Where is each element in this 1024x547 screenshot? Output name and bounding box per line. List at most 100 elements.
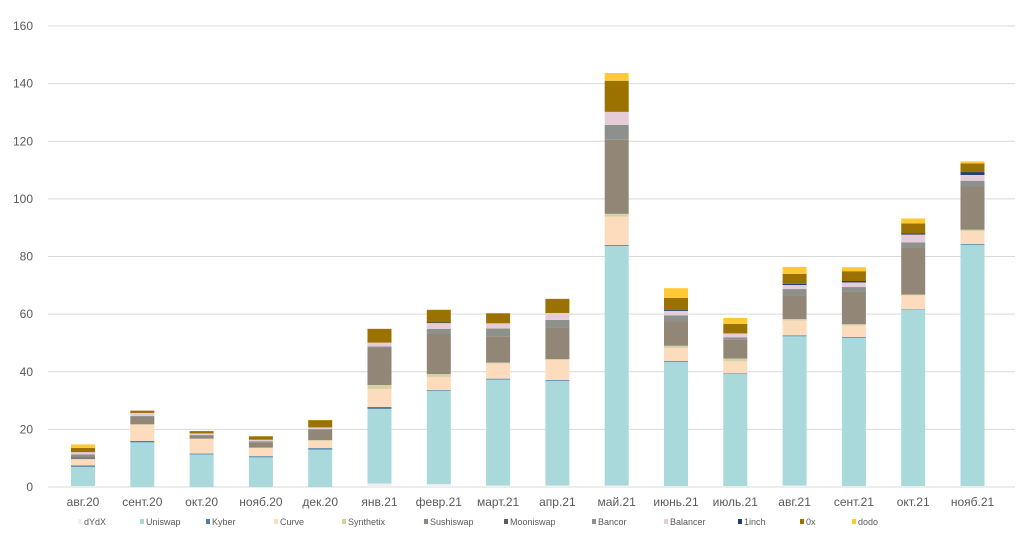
bar-segment-synthetix bbox=[901, 294, 926, 296]
x-tick-label: янв.21 bbox=[361, 495, 398, 509]
bar-segment-1inch bbox=[960, 172, 985, 175]
bar-segment-uniswap bbox=[71, 466, 95, 487]
x-tick-label: дек.20 bbox=[302, 495, 338, 509]
bar-segment-kyber bbox=[248, 456, 273, 458]
x-tick-label: июль.21 bbox=[713, 495, 759, 509]
bar-segment-synthetix bbox=[960, 229, 985, 232]
bar-segment-synthetix bbox=[130, 424, 155, 426]
bar-segment-uniswap bbox=[545, 380, 570, 486]
bar-segment-dodo bbox=[723, 317, 748, 324]
bar-segment-bancor bbox=[486, 328, 511, 337]
bar-segment-bancor bbox=[841, 287, 866, 292]
bar-segment-curve bbox=[545, 359, 570, 381]
bar-segment-0x bbox=[723, 323, 748, 334]
bar-segment-sushiswap bbox=[486, 336, 511, 363]
bar-segment-1inch bbox=[901, 233, 926, 235]
bar-segment-0x bbox=[664, 297, 688, 311]
bar-segment-uniswap bbox=[604, 245, 629, 486]
bar-segment-synthetix bbox=[604, 213, 629, 217]
bar-segment-bancor bbox=[782, 289, 807, 296]
bar-segment-0x bbox=[130, 410, 155, 413]
legend-label: dodo bbox=[858, 517, 878, 527]
bar-segment-uniswap bbox=[901, 309, 926, 487]
bar-segment-dydx bbox=[723, 486, 748, 487]
legend-swatch-dodo bbox=[852, 519, 856, 524]
bar-segment-dydx bbox=[901, 486, 926, 487]
bar-segment-kyber bbox=[841, 336, 866, 338]
bar-segment-0x bbox=[960, 163, 985, 173]
bar-segment-sushiswap bbox=[308, 429, 333, 441]
legend-swatch-synthetix bbox=[342, 519, 346, 524]
bar-segment-curve bbox=[960, 231, 985, 245]
bar-segment-uniswap bbox=[248, 457, 273, 487]
bar-segment-curve bbox=[130, 425, 155, 441]
legend-label: Synthetix bbox=[348, 517, 386, 527]
bar-segment-curve bbox=[901, 295, 926, 310]
bar-segment-1inch bbox=[841, 280, 866, 283]
bar-segment-balancer bbox=[426, 323, 451, 329]
bar-segment-synthetix bbox=[723, 358, 748, 362]
x-tick-label: окт.21 bbox=[897, 495, 930, 509]
y-tick-label: 20 bbox=[20, 422, 34, 436]
x-tick-label: авг.21 bbox=[778, 495, 811, 509]
bar-segment-bancor bbox=[71, 454, 95, 458]
bar-segment-sushiswap bbox=[189, 435, 214, 439]
bar-segment-synthetix bbox=[308, 440, 333, 441]
bar-segment-kyber bbox=[782, 335, 807, 337]
bar-segment-synthetix bbox=[545, 359, 570, 360]
bar-segment-curve bbox=[723, 361, 748, 374]
bar-segment-uniswap bbox=[130, 442, 155, 487]
bar-segment-curve bbox=[71, 459, 95, 466]
bar-segment-kyber bbox=[367, 406, 392, 409]
legend-swatch-curve bbox=[274, 519, 278, 524]
x-tick-label: авг.20 bbox=[67, 495, 100, 509]
bar-segment-curve bbox=[604, 216, 629, 245]
bar-segment-bancor bbox=[367, 346, 392, 348]
x-tick-label: июнь.21 bbox=[653, 495, 699, 509]
x-tick-label: сент.20 bbox=[122, 495, 162, 509]
bar-segment-bancor bbox=[248, 441, 273, 443]
bar-segment-uniswap bbox=[960, 244, 985, 487]
bar-segment-1inch bbox=[782, 283, 807, 286]
x-tick-label: март.21 bbox=[477, 495, 520, 509]
bar-segment-0x bbox=[486, 313, 511, 324]
bar-segment-balancer bbox=[71, 452, 95, 455]
bar-segment-0x bbox=[782, 273, 807, 284]
bar-segment-synthetix bbox=[486, 362, 511, 364]
bar-segment-curve bbox=[308, 440, 333, 449]
bar-segment-dodo bbox=[664, 288, 688, 298]
bar-segment-dydx bbox=[664, 486, 688, 487]
bar-segment-dodo bbox=[782, 266, 807, 274]
bar-segment-sushiswap bbox=[248, 442, 273, 448]
bar-segment-mooniswap bbox=[367, 347, 392, 348]
bar-segment-bancor bbox=[545, 319, 570, 328]
bar-segment-synthetix bbox=[664, 345, 688, 349]
legend-label: Bancor bbox=[598, 517, 627, 527]
bar-segment-dodo bbox=[901, 218, 926, 224]
bar-segment-bancor bbox=[723, 337, 748, 340]
bar-segment-kyber bbox=[308, 448, 333, 450]
bar-segment-kyber bbox=[723, 373, 748, 375]
x-tick-label: окт.20 bbox=[185, 495, 218, 509]
bar-segment-dydx bbox=[960, 486, 985, 487]
bar-segment-bancor bbox=[189, 434, 214, 436]
bar-segment-dydx bbox=[367, 483, 392, 487]
bar-segment-1inch bbox=[664, 310, 688, 311]
bar-segment-uniswap bbox=[367, 408, 392, 484]
bar-segment-kyber bbox=[426, 390, 451, 392]
y-tick-label: 60 bbox=[20, 307, 34, 321]
bar-segment-kyber bbox=[960, 244, 985, 245]
bar-segment-sushiswap bbox=[960, 186, 985, 230]
bar-segment-sushiswap bbox=[367, 347, 392, 386]
bar-segment-bancor bbox=[604, 124, 629, 140]
bar-segment-kyber bbox=[130, 440, 155, 443]
y-tick-label: 160 bbox=[13, 19, 33, 33]
bar-segment-uniswap bbox=[782, 336, 807, 486]
y-tick-label: 100 bbox=[13, 192, 33, 206]
bar-segment-bancor bbox=[308, 429, 333, 430]
bar-segment-uniswap bbox=[841, 337, 866, 487]
bar-segment-uniswap bbox=[664, 361, 688, 487]
bar-segment-sushiswap bbox=[426, 334, 451, 375]
bar-segment-kyber bbox=[486, 378, 511, 380]
